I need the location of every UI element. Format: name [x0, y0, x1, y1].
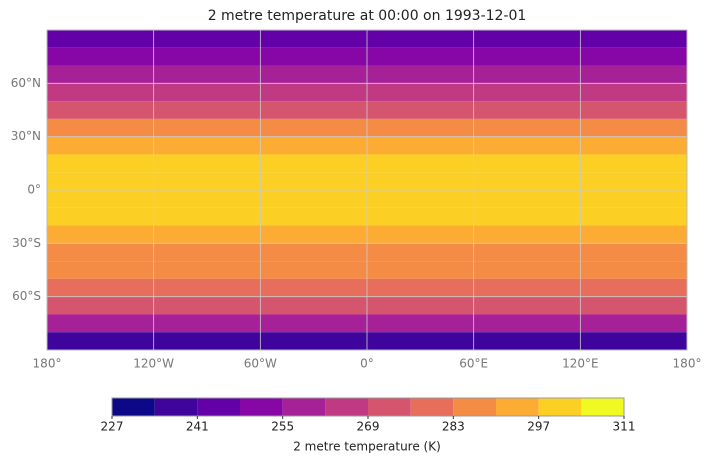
map: 180° 120°W 60°W 0° 60°E 120°E 180° 60°N 30°N 0° 30… — [11, 29, 702, 371]
x-tick-label: 120°W — [133, 357, 174, 371]
colorbar-segment — [112, 398, 155, 416]
y-tick-label: 30°S — [12, 236, 41, 250]
x-tick-label: 60°E — [459, 357, 488, 371]
colorbar-tick-label: 227 — [101, 420, 124, 434]
colorbar-segment — [368, 398, 411, 416]
colorbar-segment — [496, 398, 539, 416]
colorbar-segment — [453, 398, 496, 416]
colorbar-tick-label: 311 — [613, 420, 636, 434]
map-border — [46, 29, 688, 351]
colorbar-segment — [325, 398, 368, 416]
colorbar-tick-label: 255 — [271, 420, 294, 434]
y-tick-label: 60°N — [11, 76, 41, 90]
colorbar-tick-label: 241 — [186, 420, 209, 434]
x-tick-label: 60°W — [244, 357, 277, 371]
title: 2 metre temperature at 00:00 on 1993-12-… — [208, 8, 527, 24]
colorbar-segment — [282, 398, 326, 416]
x-tick-label: 180° — [33, 357, 62, 371]
colorbar-segment — [197, 398, 240, 416]
colorbar-segment — [240, 398, 283, 416]
x-tick-label: 120°E — [562, 357, 599, 371]
y-tick-label: 30°N — [11, 129, 41, 143]
colorbar-segment — [154, 398, 198, 416]
colorbar-segment — [410, 398, 454, 416]
colorbar-tick-label: 297 — [527, 420, 550, 434]
colorbar-tick-label: 283 — [442, 420, 465, 434]
colorbar-segment — [581, 398, 624, 416]
colorbar-segment — [538, 398, 582, 416]
x-tick-label: 0° — [360, 357, 374, 371]
y-tick-label: 0° — [27, 183, 41, 197]
colorbar-tick-label: 269 — [357, 420, 380, 434]
x-tick-label: 180° — [673, 357, 702, 371]
colorbar: 227 241 255 269 283 297 311 — [101, 397, 636, 434]
colorbar-label: 2 metre temperature (K) — [293, 440, 441, 454]
y-tick-label: 60°S — [12, 289, 41, 303]
